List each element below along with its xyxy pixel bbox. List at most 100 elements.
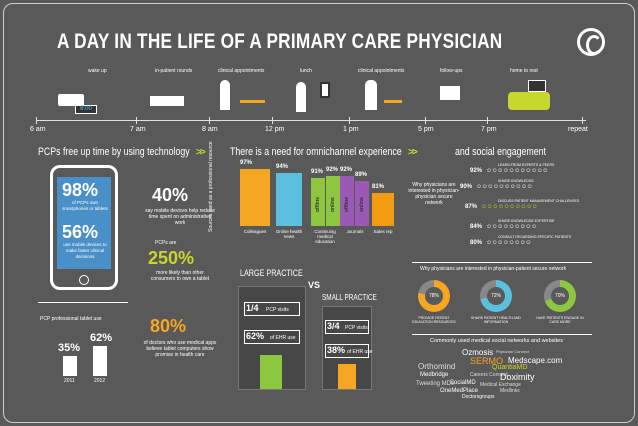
computer-icon (440, 86, 460, 100)
small-visits-text: PCP visits (345, 325, 368, 331)
tick (349, 117, 350, 124)
year-2012: 2012 (94, 378, 106, 384)
time-label: 1 pm (343, 126, 359, 133)
network-name: Doctorsgroups (462, 394, 495, 400)
network-name: Careers Connect (470, 372, 508, 378)
bed-icon (58, 94, 84, 106)
tablet-2011-value: 35% (58, 342, 81, 354)
clock-icon: 6:00 (75, 105, 97, 114)
stat-own-devices-text: of PCPs own smartphones or tablets (62, 200, 108, 211)
omnichannel-bar-value: 92% (326, 167, 339, 174)
engagement-row-value: 90% (460, 184, 473, 190)
omnichannel-bar (276, 173, 302, 226)
small-ehr-text: of EHR use (347, 349, 373, 355)
large-practice-heading: LARGE PRACTICE (240, 268, 303, 278)
network-name: Orthomind (418, 362, 456, 371)
large-door (260, 355, 282, 389)
page-title: A DAY IN THE LIFE OF A PRIMARY CARE PHYS… (57, 30, 503, 53)
network-name: Medical Exchange (480, 382, 521, 388)
omnichannel-bar (311, 177, 325, 226)
donut-caption: SHARE PATIENT HEALTH AND INFORMATION (471, 316, 521, 324)
large-visits-text: PCP visits (266, 307, 289, 313)
activity-follow-ups: follow-ups (440, 68, 463, 74)
activity-clinical-2: clinical appointments (358, 68, 405, 74)
omnichannel-bar-label: Journals (346, 229, 364, 234)
network-name: Medbridge (420, 372, 449, 378)
tick (272, 117, 273, 124)
network-name: Ozmosis (462, 348, 494, 357)
omnichannel-bar-value: 89% (355, 172, 368, 179)
section-omnichannel-heading: There is a need for omnichannel experien… (230, 146, 402, 158)
omnichannel-bar-label: Online health news (275, 229, 303, 239)
omnichannel-bar-value: 97% (240, 159, 253, 166)
omnichannel-bar (240, 168, 270, 226)
tablet-2012-value: 62% (90, 332, 113, 344)
small-door (338, 364, 356, 389)
omnichannel-bar-value: 91% (311, 168, 324, 175)
engagement-row-value: 92% (470, 168, 483, 174)
stat-faster-decisions: 56% (62, 222, 99, 242)
vs-label: VS (308, 280, 321, 290)
stat-tablet-likely: 250% (148, 248, 195, 268)
omnichannel-bar-label: Colleagues (243, 229, 267, 234)
omnichannel-bar (372, 193, 394, 226)
donut-caption: PROVIDE PATIENT EDUCATION RESOURCES (412, 316, 456, 324)
cloud-divider (412, 334, 592, 335)
chevron-right-icon: >> (196, 147, 206, 158)
engagement-row-caption: DISCUSS PATIENT MANAGEMENT CHALLENGES (498, 199, 580, 203)
omnichannel-bar-inner-label: offline (344, 197, 350, 212)
donut-chart: 72% (480, 280, 512, 312)
doctor-figure-1-icon (220, 80, 230, 110)
network-name: Tweeting MDs (416, 381, 455, 387)
timeline-axis (36, 120, 586, 121)
logo-icon (577, 28, 605, 56)
smartphone-home-button (79, 275, 89, 285)
desk-icon (240, 100, 265, 103)
engagement-row-people-icons: ☺☺☺☺☺☺☺☺☺ (486, 224, 537, 230)
donut-caption: HAVE PATIENTS ENGAGE IN CARE MORE (536, 316, 584, 324)
donut-chart: 70% (544, 280, 576, 312)
tablet-icon (320, 82, 330, 98)
large-ehr-value: 62% (246, 331, 265, 341)
doctor-figure-3-icon (365, 80, 377, 110)
small-visits-box (325, 320, 369, 334)
tablet-use-label: PCP professional tablet use (40, 316, 102, 322)
donut-divider (412, 262, 592, 263)
omnichannel-bar-inner-label: online (359, 197, 365, 212)
couch-icon (508, 92, 550, 110)
network-name: Doximity (500, 372, 535, 382)
small-visits-value: 3/4 (327, 321, 340, 331)
tv-icon (528, 80, 546, 92)
omnichannel-bar-value: 81% (372, 184, 385, 191)
time-label: 7 pm (481, 126, 497, 133)
omnichannel-bar-value: 94% (276, 164, 289, 171)
frame-border (3, 3, 635, 423)
section-technology-heading: PCPs free up time by using technology (38, 146, 190, 158)
activity-rounds: in-patient rounds (155, 68, 193, 74)
omnichannel-bar-value: 92% (340, 167, 353, 174)
network-name: SERMO (470, 356, 504, 366)
tablet-use-divider (38, 302, 128, 303)
large-visits-value: 1/4 (246, 303, 259, 313)
engagement-row-people-icons: ☺☺☺☺☺☺☺☺☺☺☺ (486, 168, 548, 174)
engagement-row-value: 87% (465, 204, 478, 210)
cloud-heading: Commonly used medical social networks an… (430, 338, 563, 344)
stat-tablet-likely-text: more likely than other consumers to own … (150, 270, 210, 282)
network-name: QuantiaMD (492, 364, 528, 371)
smartphone-screen (57, 177, 111, 269)
omnichannel-bar (355, 181, 369, 226)
large-visits-box (244, 302, 300, 316)
small-ehr-value: 38% (327, 345, 346, 355)
small-practice-heading: SMALL PRACTICE (322, 293, 377, 302)
network-name: Physician Connect (496, 349, 530, 354)
engagement-row-caption: CONSULT REGARDING SPECIFIC PATIENTS (498, 235, 572, 239)
stat-admin-time: 40% (152, 185, 189, 205)
tick (136, 117, 137, 124)
network-name: Medscape.com (508, 356, 563, 365)
engagement-row-value: 84% (470, 224, 483, 230)
donut-value: 72% (487, 287, 505, 305)
omnichannel-bar-label: Continuing medical education (314, 229, 336, 244)
tick (209, 117, 210, 124)
stat-faster-decisions-text: use mobile devices to make faster clinic… (63, 242, 107, 259)
time-label: 7 am (130, 126, 146, 133)
